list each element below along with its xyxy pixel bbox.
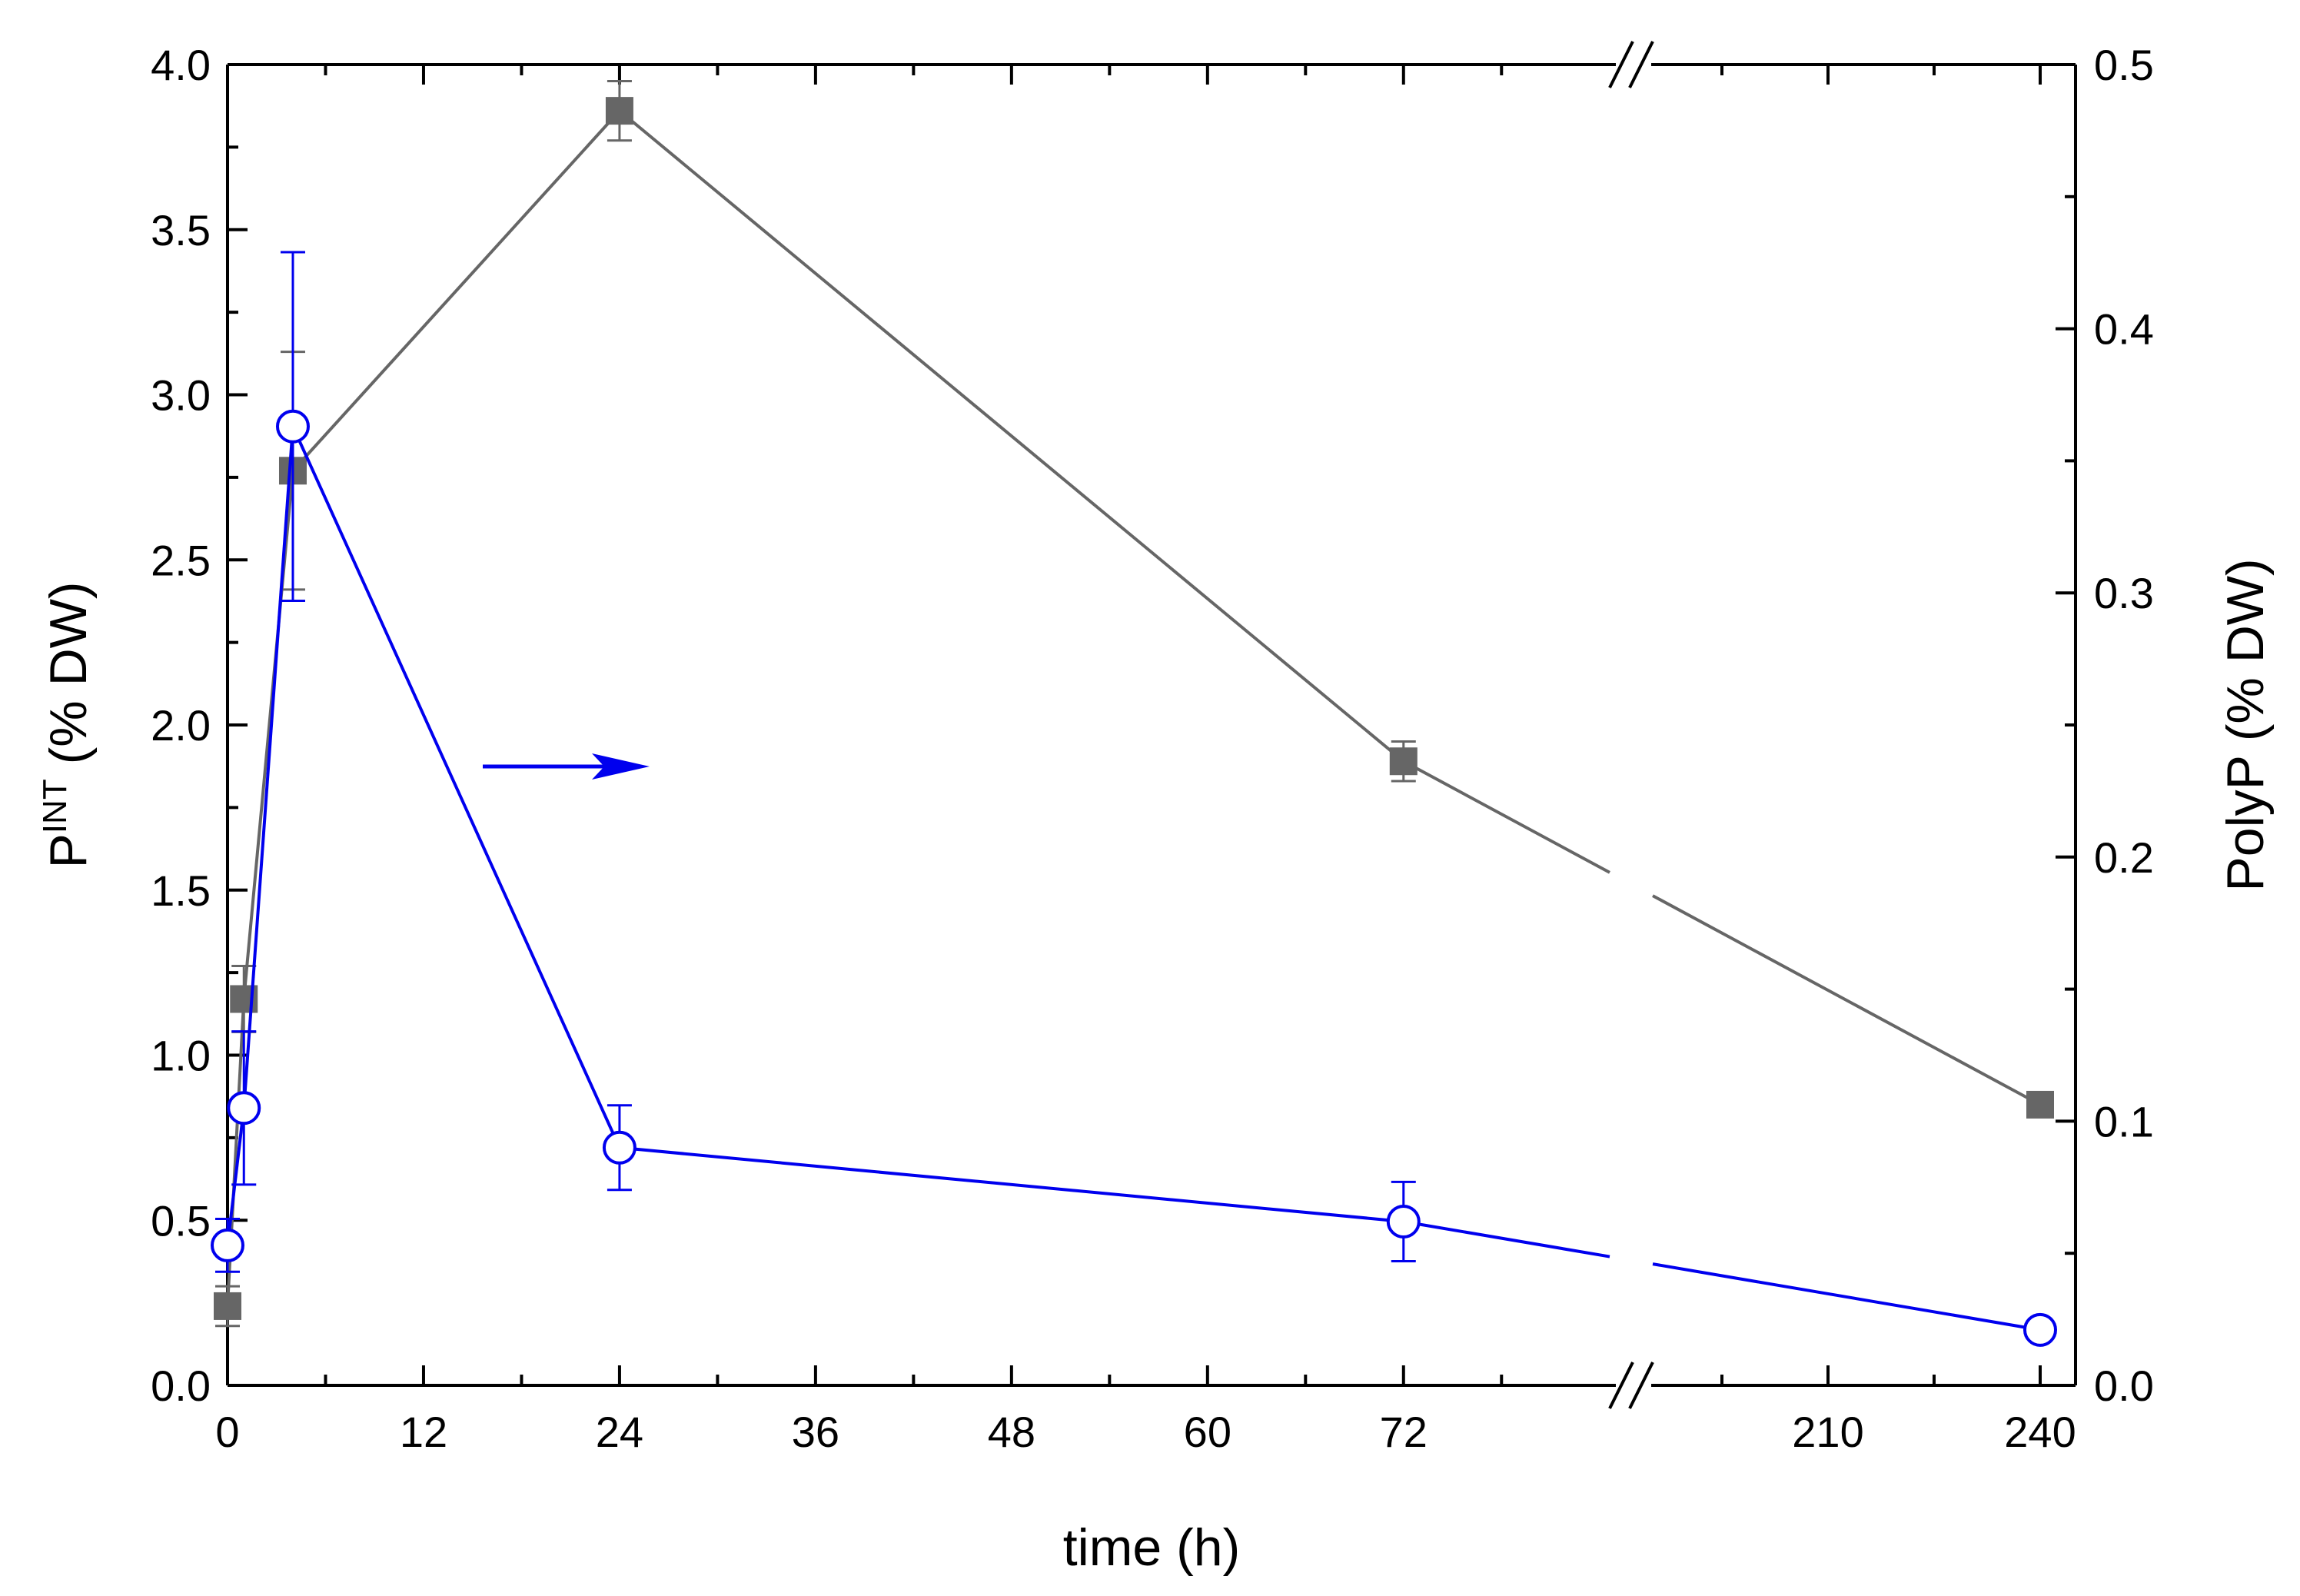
series-polyp [211, 251, 2057, 1347]
bottom-axis-break-mark [1608, 1362, 1634, 1409]
x-tick-label: 48 [988, 1408, 1035, 1456]
y-left-axis-title: PINT (% DW) [36, 581, 98, 868]
arrow-head [592, 753, 650, 780]
top-axis-break-mark [1608, 41, 1634, 88]
axis-break-layer [1608, 41, 1654, 1409]
y-left-tick-label: 0.5 [151, 1196, 211, 1245]
series-line-segment [1403, 1219, 1610, 1259]
series-line-segment [226, 1107, 246, 1246]
data-point-circle [1386, 1204, 1421, 1239]
y-left-tick-label: 3.5 [151, 206, 211, 254]
y-left-title-unit: (% DW) [39, 581, 98, 779]
labels-layer: 0 12 24 36 48 60 72 210 240 0.0 0.5 1.0 1.5 2.0 2.5 3.0… [36, 41, 2275, 1577]
data-point-circle [227, 1091, 261, 1126]
y-right-axis-title: PolyP (% DW) [2216, 558, 2275, 891]
y-left-title-superscript: INT [36, 779, 74, 833]
y-right-tick-label: 0.4 [2094, 305, 2154, 354]
x-axis-title: time (h) [1063, 1518, 1240, 1577]
plot-frame-layer [226, 63, 2077, 1387]
y-left-tick-label: 1.0 [151, 1032, 211, 1080]
data-point-square [605, 97, 633, 125]
x-tick-label: 240 [2004, 1408, 2076, 1456]
series-layer [211, 79, 2057, 1347]
y-left-tick-label: 1.5 [151, 866, 211, 915]
y-left-tick-label: 3.0 [151, 371, 211, 420]
top-axis-break-mark [1628, 41, 1654, 88]
y-right-tick-label: 0.1 [2094, 1097, 2154, 1145]
series-line-segment [1652, 894, 2041, 1106]
bottom-axis-break-mark [1628, 1362, 1654, 1409]
series-pint [214, 79, 2054, 1328]
data-point-circle [275, 409, 310, 444]
x-tick-label: 12 [400, 1408, 447, 1456]
y-left-tick-label: 2.0 [151, 701, 211, 750]
data-point-square [1389, 747, 1418, 776]
series-line-segment [1652, 1262, 2041, 1332]
series-line-segment [1402, 760, 1610, 874]
series-line-segment [618, 109, 1405, 763]
data-point-square [214, 1292, 241, 1320]
x-tick-label: 72 [1380, 1408, 1428, 1456]
y-left-tick-label: 0.0 [151, 1362, 211, 1410]
y-right-tick-label: 0.5 [2094, 41, 2154, 89]
x-tick-label: 36 [792, 1408, 839, 1456]
x-tick-label: 210 [1792, 1408, 1863, 1456]
data-point-square [2026, 1090, 2054, 1119]
series-line-segment [291, 425, 621, 1149]
x-tick-label: 24 [596, 1408, 643, 1456]
y-left-tick-label: 2.5 [151, 536, 211, 584]
data-point-circle [211, 1228, 244, 1262]
data-point-circle [602, 1130, 636, 1165]
y-right-tick-label: 0.0 [2094, 1362, 2154, 1410]
y-left-title-base: P [39, 833, 98, 868]
x-tick-label: 60 [1184, 1408, 1231, 1456]
ticks-layer [226, 63, 2076, 1387]
series-line-segment [242, 426, 294, 1109]
data-point-circle [2023, 1312, 2057, 1347]
series-line-segment [619, 1145, 1404, 1223]
x-tick-label: 0 [215, 1408, 239, 1456]
y-left-tick-label: 4.0 [151, 41, 211, 89]
y-right-tick-label: 0.2 [2094, 833, 2154, 882]
y-right-tick-label: 0.3 [2094, 569, 2154, 617]
series-line-segment [291, 109, 621, 472]
annotation-layer [483, 753, 650, 780]
